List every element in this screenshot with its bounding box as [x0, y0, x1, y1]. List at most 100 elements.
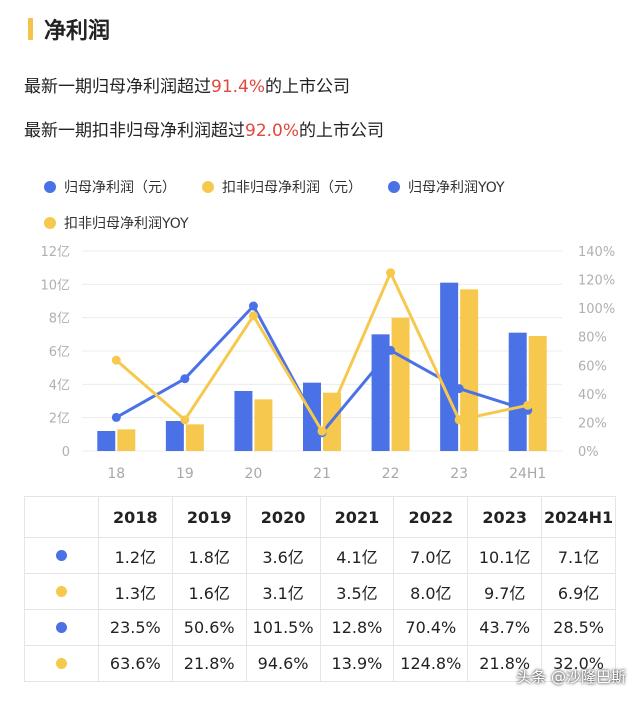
category-label: 20: [245, 466, 263, 482]
legend-label: 扣非归母净利润（元）: [222, 180, 362, 196]
bar: [117, 429, 136, 451]
table-cell: 10.1亿: [467, 537, 543, 574]
table-cell: 63.6%: [97, 645, 173, 682]
bar: [97, 431, 116, 451]
table-header-cell: [24, 496, 99, 538]
blue-dot-icon: [55, 622, 67, 633]
right-tick-label: 100%: [578, 302, 615, 317]
line-point: [454, 415, 464, 425]
table-cell: 101.5%: [245, 609, 321, 646]
line-point: [180, 374, 190, 384]
table-cell: 94.6%: [245, 645, 321, 682]
yellow-dot-icon: [55, 586, 67, 597]
table-cell: 50.6%: [171, 609, 247, 646]
right-tick-label: 60%: [578, 359, 607, 374]
header-accent-bar: [28, 18, 33, 40]
legend-label: 扣非归母净利润YOY: [64, 216, 189, 232]
table-header-cell: 2022: [393, 496, 469, 538]
line-point: [180, 415, 190, 425]
bar: [508, 332, 527, 451]
summary-1-suffix: 的上市公司: [265, 77, 351, 97]
left-tick-label: 0: [62, 445, 70, 460]
bar: [391, 317, 410, 451]
row-marker: [24, 609, 99, 646]
yellow-dot-icon: [55, 658, 67, 669]
watermark: 头条 @沙隆巴斯: [516, 668, 626, 686]
table-row: 1.3亿 1.6亿 3.1亿 3.5亿 8.0亿 9.7亿 6.9亿: [24, 573, 616, 610]
summary-2-suffix: 的上市公司: [299, 121, 385, 141]
line-point: [386, 268, 396, 278]
summary-1-prefix: 最新一期归母净利润超过: [24, 77, 211, 97]
table-header-cell: 2019: [171, 496, 247, 538]
legend-item-deducted-yoy[interactable]: 扣非归母净利润YOY: [44, 213, 189, 233]
legend-row-1: 归母净利润（元） 扣非归母净利润（元） 归母净利润YOY: [44, 176, 604, 198]
legend-dot-icon: [388, 181, 400, 193]
left-tick-label: 6亿: [49, 345, 70, 360]
section-header: 净利润: [28, 14, 110, 44]
category-label: 21: [313, 466, 331, 482]
table-cell: 1.3亿: [97, 573, 173, 610]
legend-dot-icon: [202, 181, 214, 193]
category-label: 22: [382, 466, 400, 482]
table-cell: 43.7%: [467, 609, 543, 646]
table-cell: 3.1亿: [245, 573, 321, 610]
line-point: [386, 345, 396, 355]
table-row: 1.2亿 1.8亿 3.6亿 4.1亿 7.0亿 10.1亿 7.1亿: [24, 537, 616, 574]
table-cell: 70.4%: [393, 609, 469, 646]
table-cell: 1.6亿: [171, 573, 247, 610]
table-cell: 1.8亿: [171, 537, 247, 574]
category-label: 19: [176, 466, 194, 482]
right-tick-label: 0%: [578, 445, 599, 460]
line-point: [523, 400, 533, 410]
row-marker: [24, 573, 99, 610]
line-point: [111, 412, 121, 422]
table-cell: 3.6亿: [245, 537, 321, 574]
bar: [528, 336, 547, 451]
table-cell: 7.1亿: [541, 537, 616, 574]
category-label: 18: [107, 466, 125, 482]
left-tick-label: 8亿: [49, 312, 70, 327]
combo-chart: 0 2亿 4亿 6亿 8亿 10亿 12亿 0% 20% 40% 60% 80% 100% 120% 140…: [40, 245, 615, 482]
bar: [165, 421, 184, 451]
table-cell: 9.7亿: [467, 573, 543, 610]
legend-item-deducted-profit[interactable]: 扣非归母净利润（元）: [202, 177, 362, 197]
table-cell: 21.8%: [171, 645, 247, 682]
bar: [440, 282, 459, 451]
table-cell: 21.8%: [467, 645, 543, 682]
right-tick-label: 20%: [578, 416, 607, 431]
left-tick-label: 10亿: [40, 278, 70, 293]
table-cell: 32.0%: [541, 645, 616, 682]
left-tick-label: 2亿: [49, 412, 70, 427]
table-cell: 23.5%: [97, 609, 173, 646]
line-point: [454, 384, 464, 394]
summary-line-2: 最新一期扣非归母净利润超过92.0%的上市公司: [24, 116, 384, 141]
table-header-cell: 2024H1: [541, 496, 616, 538]
table-cell: 7.0亿: [393, 537, 469, 574]
line-point: [111, 355, 121, 365]
right-tick-label: 140%: [578, 245, 615, 260]
summary-2-value: 92.0%: [245, 121, 300, 141]
legend-dot-icon: [44, 217, 56, 229]
table-cell: 12.8%: [319, 609, 395, 646]
line-point: [248, 311, 258, 321]
table-header-cell: 2021: [319, 496, 395, 538]
table-header-cell: 2020: [245, 496, 321, 538]
table-header-row: 2018 2019 2020 2021 2022 2023 2024H1: [24, 496, 616, 538]
summary-line-1: 最新一期归母净利润超过91.4%的上市公司: [24, 72, 350, 97]
data-table: 2018 2019 2020 2021 2022 2023 2024H1 1.2…: [24, 496, 616, 682]
row-marker: [24, 645, 99, 682]
chart-legend: 归母净利润（元） 扣非归母净利润（元） 归母净利润YOY 扣非归母净利润YOY: [44, 176, 604, 248]
left-tick-label: 12亿: [40, 245, 70, 260]
table-row: 63.6% 21.8% 94.6% 13.9% 124.8% 21.8% 32.…: [24, 645, 616, 682]
legend-label: 归母净利润YOY: [408, 180, 505, 196]
page-title: 净利润: [44, 19, 111, 44]
bar: [371, 334, 390, 451]
left-tick-label: 4亿: [49, 378, 70, 393]
right-tick-label: 80%: [578, 331, 607, 346]
legend-item-net-profit-yoy[interactable]: 归母净利润YOY: [388, 177, 505, 197]
table-cell: 28.5%: [541, 609, 616, 646]
bar: [185, 424, 204, 451]
table-cell: 3.5亿: [319, 573, 395, 610]
legend-item-net-profit[interactable]: 归母净利润（元）: [44, 177, 176, 197]
legend-dot-icon: [44, 181, 56, 193]
